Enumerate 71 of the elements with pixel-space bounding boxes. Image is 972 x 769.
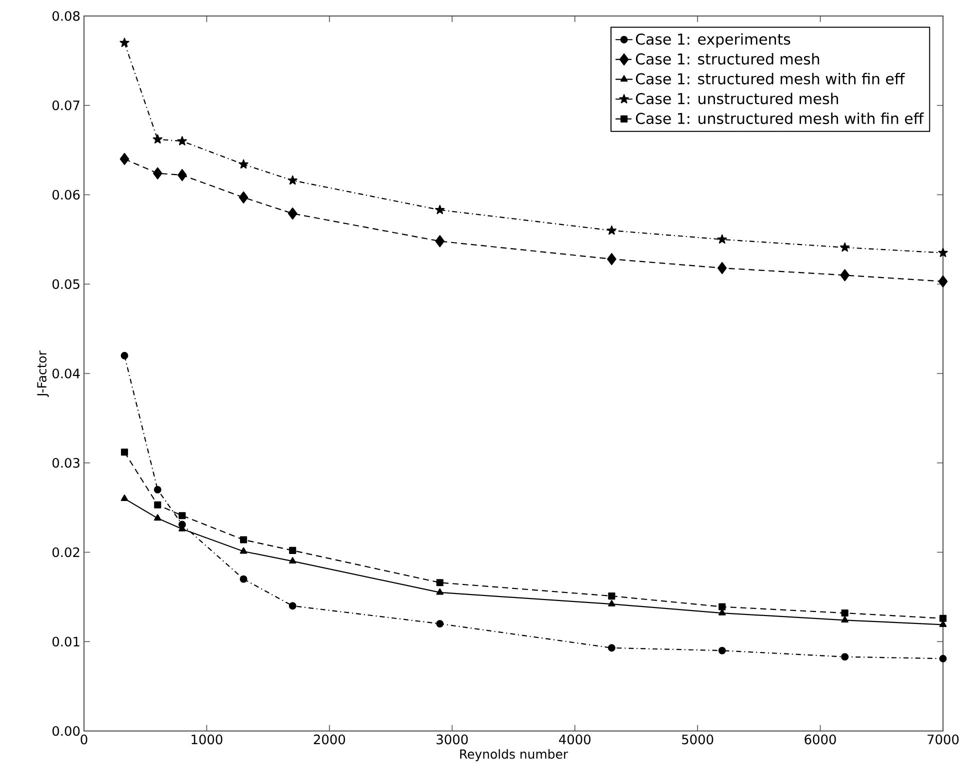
point xyxy=(718,603,726,610)
point xyxy=(939,614,947,622)
point xyxy=(289,546,296,554)
x-tick-label: 1000 xyxy=(192,734,222,744)
y-tick-label: 0.03 xyxy=(52,458,80,468)
point xyxy=(840,269,850,282)
point xyxy=(608,644,616,652)
legend-label: Case 1: unstructured mesh with fin eff xyxy=(636,112,924,124)
point xyxy=(608,592,616,600)
point xyxy=(717,262,727,274)
x-tick-label: 5000 xyxy=(682,734,714,744)
point xyxy=(288,602,296,610)
point xyxy=(436,620,444,628)
point xyxy=(177,136,187,146)
y-tick-label: 0.05 xyxy=(52,279,80,290)
point xyxy=(120,352,128,360)
point xyxy=(841,609,848,617)
y-tick-label: 0.00 xyxy=(52,726,80,736)
x-axis-title: Reynolds number xyxy=(460,749,568,762)
point xyxy=(939,620,947,627)
y-axis-title: J-Factor xyxy=(37,350,49,398)
point xyxy=(435,235,445,248)
x-tick-label: 2000 xyxy=(314,734,346,744)
point xyxy=(288,207,298,220)
point xyxy=(841,653,849,661)
point xyxy=(178,169,187,182)
point xyxy=(436,579,444,586)
point xyxy=(840,242,850,252)
point xyxy=(238,191,248,204)
y-tick-label: 0.08 xyxy=(52,11,80,21)
x-tick-label: 7000 xyxy=(928,734,959,744)
legend-label: Case 1: structured mesh xyxy=(636,53,820,65)
x-tick-label: 4000 xyxy=(559,734,590,744)
legend-label: Case 1: experiments xyxy=(636,33,790,48)
point xyxy=(120,494,128,501)
point xyxy=(435,204,445,214)
y-tick-label: 0.01 xyxy=(52,636,80,647)
y-tick-label: 0.07 xyxy=(52,100,80,110)
point xyxy=(152,167,162,180)
legend-label: Case 1: unstructured mesh xyxy=(636,92,838,104)
point xyxy=(238,159,248,169)
point xyxy=(154,501,162,508)
y-tick-label: 0.04 xyxy=(52,368,80,378)
point xyxy=(178,512,186,520)
point xyxy=(120,152,130,166)
x-tick-label: 0 xyxy=(80,734,88,744)
point xyxy=(841,616,848,623)
point xyxy=(154,486,162,494)
point xyxy=(240,575,248,583)
y-tick-label: 0.06 xyxy=(52,190,80,200)
x-tick-label: 3000 xyxy=(436,734,468,744)
legend-label: Case 1: structured mesh with fin eff xyxy=(636,72,905,84)
x-tick-label: 6000 xyxy=(804,734,836,744)
point xyxy=(154,514,162,521)
point xyxy=(938,248,948,258)
point xyxy=(436,588,444,595)
point xyxy=(288,557,296,564)
point xyxy=(120,448,128,456)
point xyxy=(606,225,616,235)
point xyxy=(608,600,616,606)
point xyxy=(240,547,248,554)
point xyxy=(240,536,248,544)
y-tick-label: 0.02 xyxy=(52,547,80,558)
point xyxy=(607,253,616,266)
point xyxy=(717,234,727,244)
point xyxy=(152,134,162,144)
point xyxy=(718,646,726,654)
point xyxy=(120,38,130,47)
point xyxy=(938,275,948,288)
point xyxy=(288,175,298,185)
point xyxy=(939,654,947,662)
